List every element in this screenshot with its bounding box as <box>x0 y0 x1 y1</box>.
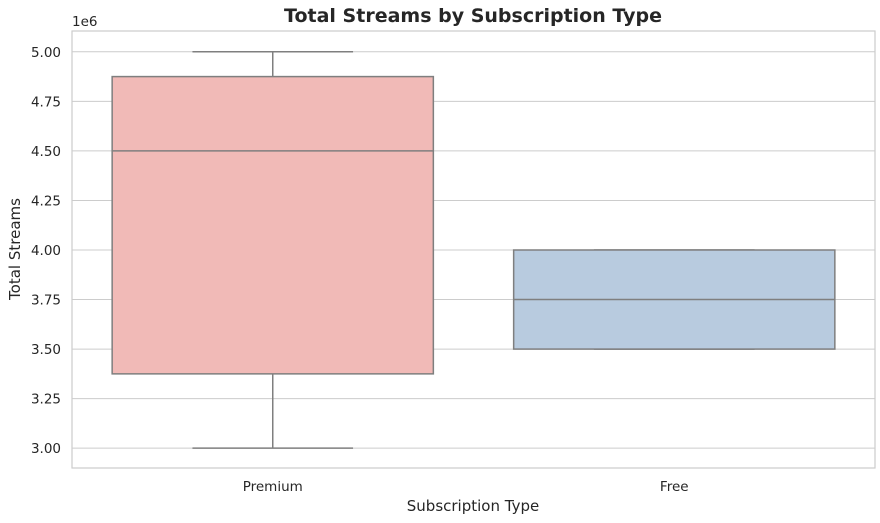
iqr-box <box>111 75 435 375</box>
box-plot-series <box>111 51 836 449</box>
y-tick-label: 3.25 <box>31 392 61 408</box>
y-tick-label: 4.00 <box>31 243 61 259</box>
y-axis-offset-label: 1e6 <box>72 14 97 30</box>
chart-title: Total Streams by Subscription Type <box>284 5 662 27</box>
y-tick-label: 4.50 <box>31 144 61 160</box>
y-tick-label: 3.50 <box>31 342 61 358</box>
box-premium <box>111 51 435 449</box>
box-free <box>512 249 836 350</box>
y-tick-label: 4.25 <box>31 193 61 209</box>
x-tick-label: Premium <box>243 479 303 495</box>
x-tick-labels: Premium Free <box>243 479 689 495</box>
x-axis-label: Subscription Type <box>407 497 539 515</box>
y-axis-label: Total Streams <box>6 198 24 301</box>
y-tick-label: 3.00 <box>31 441 61 457</box>
plot-area-frame <box>71 30 876 469</box>
y-tick-label: 3.75 <box>31 293 61 309</box>
y-tick-label: 4.75 <box>31 94 61 110</box>
x-tick-label: Free <box>660 479 689 495</box>
y-tick-label: 5.00 <box>31 45 61 61</box>
y-tick-labels: 3.00 3.25 3.50 3.75 4.00 4.25 4.50 4.75 5.00 <box>31 45 61 457</box>
